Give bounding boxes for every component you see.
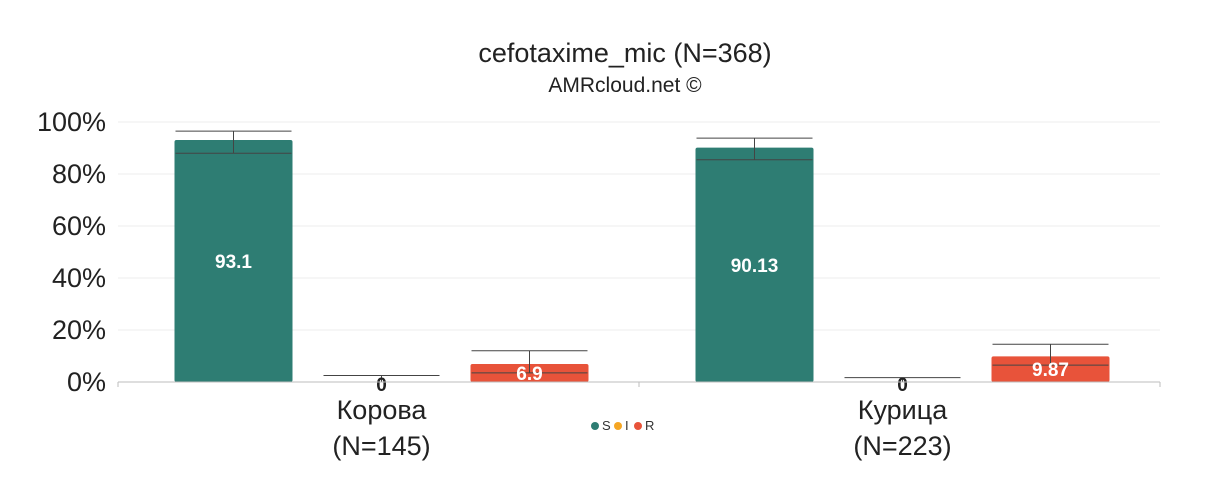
category-label: Курица xyxy=(858,395,948,425)
y-tick-label: 80% xyxy=(52,159,106,189)
y-tick-label: 40% xyxy=(52,263,106,293)
bar-s[interactable] xyxy=(174,139,293,382)
category-n-label: (N=145) xyxy=(332,431,430,461)
bar-data-label: 93.1 xyxy=(215,252,252,273)
chart-title: cefotaxime_mic (N=368) xyxy=(478,38,771,68)
x-axis: Корова (N=145) Курица (N=223) xyxy=(117,381,1161,461)
chart-subtitle: AMRcloud.net © xyxy=(548,74,702,97)
bar-s[interactable] xyxy=(695,147,814,382)
category-n-label: (N=223) xyxy=(853,431,951,461)
legend-label-r[interactable]: R xyxy=(645,418,654,433)
category-label: Корова xyxy=(337,395,428,425)
y-tick-label: 20% xyxy=(52,315,106,345)
bar-data-label: 0 xyxy=(376,375,387,396)
bars: 93.1 0 6.9 90.13 0 9.87 xyxy=(174,130,1110,396)
y-tick-label: 100% xyxy=(37,107,106,137)
bar-data-label: 0 xyxy=(897,375,908,396)
legend-label-i[interactable]: I xyxy=(625,418,629,433)
legend-marker-i[interactable] xyxy=(614,422,622,430)
legend-marker-s[interactable] xyxy=(591,422,599,430)
bar-data-label: 9.87 xyxy=(1032,360,1069,381)
y-tick-label: 0% xyxy=(67,367,106,397)
legend-marker-r[interactable] xyxy=(634,422,642,430)
y-tick-label: 60% xyxy=(52,211,106,241)
legend-label-s[interactable]: S xyxy=(602,418,611,433)
bar-data-label: 6.9 xyxy=(516,364,542,385)
y-axis: 0% 20% 40% 60% 80% 100% xyxy=(37,107,106,397)
bar-r[interactable] xyxy=(991,356,1110,382)
bar-data-label: 90.13 xyxy=(731,256,779,277)
